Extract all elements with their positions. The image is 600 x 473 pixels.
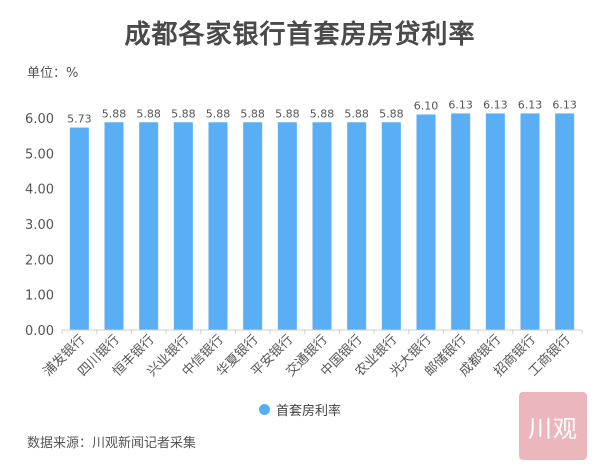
legend: 首套房利率	[0, 400, 600, 419]
y-tick-label: 1.00	[25, 289, 54, 304]
y-tick-label: 2.00	[25, 253, 54, 268]
bar-chart: 0.001.002.003.004.005.006.00 5.73浦发银行5.88…	[25, 98, 583, 380]
bar	[139, 122, 159, 330]
data-source: 数据来源：川观新闻记者采集	[27, 436, 197, 451]
bar	[243, 122, 263, 330]
bar	[69, 127, 89, 330]
bar-value-label: 6.10	[414, 99, 439, 112]
legend-label: 首套房利率	[275, 404, 341, 419]
unit-label: 单位：%	[27, 66, 79, 81]
bar-value-label: 6.13	[483, 98, 508, 111]
y-tick-label: 3.00	[25, 218, 54, 233]
bar	[104, 122, 124, 330]
bar-value-label: 5.88	[275, 107, 300, 120]
bar-value-label: 5.73	[67, 113, 92, 126]
bar	[347, 122, 367, 330]
bar-value-label: 6.13	[448, 98, 473, 111]
bar	[520, 113, 540, 331]
bar-value-label: 5.88	[171, 107, 196, 120]
bar-value-label: 5.88	[379, 107, 404, 120]
bar-value-label: 5.88	[310, 107, 335, 120]
bar	[381, 122, 401, 330]
watermark-logo: 川观	[519, 392, 587, 460]
bar-value-label: 6.13	[552, 98, 577, 111]
y-tick-label: 5.00	[25, 147, 54, 162]
chart-title: 成都各家银行首套房房贷利率	[124, 20, 476, 50]
y-tick-label: 0.00	[25, 324, 54, 339]
bar	[312, 122, 332, 330]
y-tick-label: 4.00	[25, 183, 54, 198]
y-tick-label: 6.00	[25, 112, 54, 127]
bar	[485, 113, 505, 331]
bar	[173, 122, 193, 330]
bar	[277, 122, 297, 330]
bar-value-label: 5.88	[344, 107, 369, 120]
bar	[451, 113, 471, 331]
bar-value-label: 6.13	[518, 98, 543, 111]
legend-marker	[258, 404, 270, 415]
bar	[208, 122, 228, 330]
bar-value-label: 5.88	[206, 107, 231, 120]
bar-value-label: 5.88	[136, 107, 161, 120]
bar	[555, 113, 575, 331]
bar-value-label: 5.88	[102, 107, 127, 120]
bar	[416, 114, 436, 330]
bar-value-label: 5.88	[240, 107, 265, 120]
